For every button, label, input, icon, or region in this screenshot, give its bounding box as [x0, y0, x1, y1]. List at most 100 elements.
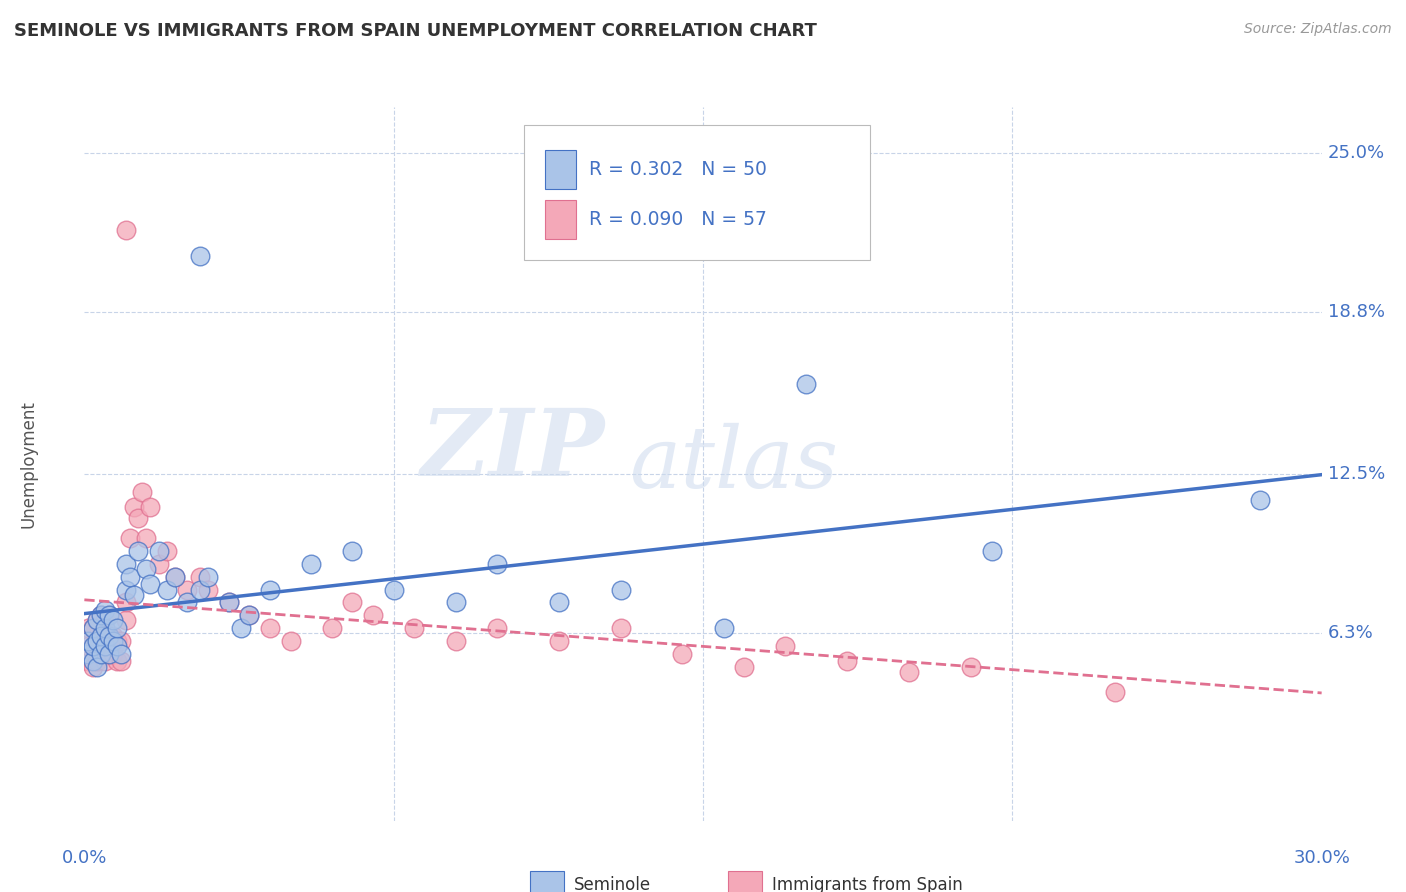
Point: [82, 659, 104, 673]
Point: [105, 655, 128, 669]
Point: [98, 629, 121, 643]
Point: [547, 595, 569, 609]
Point: [103, 629, 125, 643]
Text: 0.0%: 0.0%: [62, 849, 107, 867]
FancyBboxPatch shape: [544, 150, 575, 189]
Point: [139, 577, 162, 591]
Point: [114, 582, 136, 597]
Text: Unemployment: Unemployment: [20, 400, 38, 528]
Point: [103, 647, 125, 661]
Point: [898, 665, 921, 679]
Point: [86, 659, 108, 673]
Point: [103, 614, 125, 628]
Point: [114, 557, 136, 571]
Point: [197, 582, 219, 597]
Text: 18.8%: 18.8%: [1327, 303, 1385, 321]
Point: [94, 621, 117, 635]
Point: [77, 639, 100, 653]
Point: [98, 647, 121, 661]
Point: [90, 629, 112, 643]
FancyBboxPatch shape: [523, 125, 870, 260]
Text: 12.5%: 12.5%: [1327, 465, 1385, 483]
Point: [82, 639, 104, 653]
Point: [238, 608, 260, 623]
Point: [342, 544, 364, 558]
Point: [94, 655, 117, 669]
Point: [259, 621, 281, 635]
Point: [259, 582, 281, 597]
Point: [176, 582, 198, 597]
Point: [82, 621, 104, 635]
Point: [86, 655, 108, 669]
Point: [165, 570, 187, 584]
Text: ZIP: ZIP: [420, 405, 605, 494]
Point: [127, 544, 149, 558]
Point: [1249, 492, 1271, 507]
Point: [94, 634, 117, 648]
Point: [176, 595, 198, 609]
Point: [165, 570, 187, 584]
Point: [156, 544, 179, 558]
Point: [90, 608, 112, 623]
Point: [98, 608, 121, 623]
Point: [218, 595, 240, 609]
Point: [197, 570, 219, 584]
Point: [485, 557, 508, 571]
Text: R = 0.302   N = 50: R = 0.302 N = 50: [589, 161, 768, 179]
FancyBboxPatch shape: [544, 200, 575, 239]
Point: [321, 621, 343, 635]
Point: [671, 647, 693, 661]
Point: [148, 544, 170, 558]
Point: [90, 608, 112, 623]
Point: [86, 614, 108, 628]
Point: [156, 582, 179, 597]
Point: [733, 659, 755, 673]
Point: [110, 647, 132, 661]
Point: [86, 614, 108, 628]
Point: [609, 621, 631, 635]
FancyBboxPatch shape: [530, 871, 564, 892]
Point: [98, 629, 121, 643]
Text: R = 0.090   N = 57: R = 0.090 N = 57: [589, 211, 768, 229]
Point: [114, 223, 136, 237]
Point: [90, 647, 112, 661]
Point: [131, 485, 153, 500]
Point: [485, 621, 508, 635]
Point: [280, 634, 302, 648]
Point: [110, 655, 132, 669]
Point: [94, 614, 117, 628]
Text: Immigrants from Spain: Immigrants from Spain: [772, 876, 963, 892]
Point: [299, 557, 322, 571]
Point: [382, 582, 405, 597]
Point: [118, 570, 141, 584]
Point: [1104, 685, 1126, 699]
Point: [98, 647, 121, 661]
Point: [139, 500, 162, 515]
Point: [794, 377, 817, 392]
Point: [361, 608, 384, 623]
FancyBboxPatch shape: [728, 871, 762, 892]
Point: [77, 655, 100, 669]
Point: [775, 639, 797, 653]
Point: [98, 608, 121, 623]
Point: [188, 570, 211, 584]
Point: [105, 639, 128, 653]
Point: [122, 500, 145, 515]
Text: Seminole: Seminole: [574, 876, 651, 892]
Point: [86, 634, 108, 648]
Point: [238, 608, 260, 623]
Point: [444, 595, 467, 609]
Point: [135, 562, 157, 576]
Point: [118, 531, 141, 545]
Point: [110, 634, 132, 648]
Point: [444, 634, 467, 648]
Point: [114, 595, 136, 609]
Text: Source: ZipAtlas.com: Source: ZipAtlas.com: [1244, 22, 1392, 37]
Point: [105, 621, 128, 635]
Point: [122, 588, 145, 602]
Text: atlas: atlas: [628, 423, 838, 505]
Point: [547, 634, 569, 648]
Point: [82, 655, 104, 669]
Point: [77, 634, 100, 648]
Point: [404, 621, 426, 635]
